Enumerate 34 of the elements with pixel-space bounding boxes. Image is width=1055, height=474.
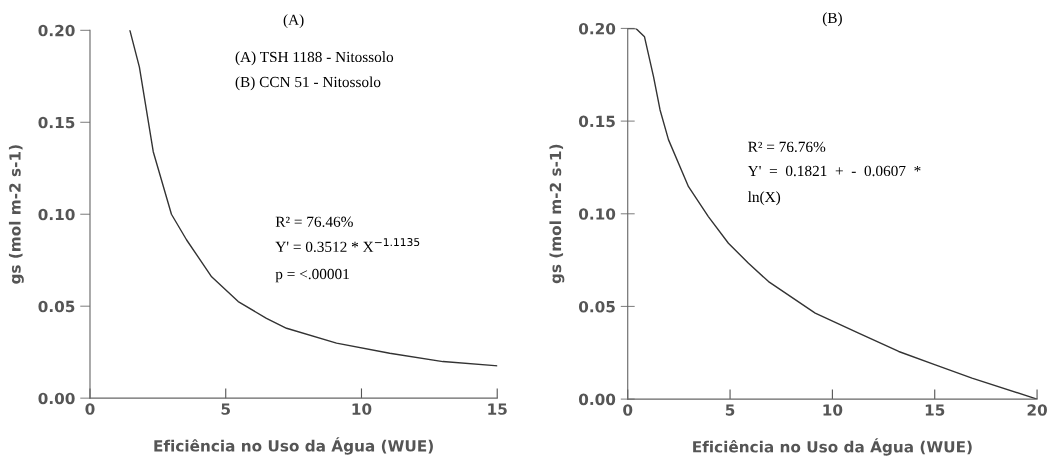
x-tick-label: 20 xyxy=(1027,404,1047,416)
x-axis-title: Eficiência no Uso da Água (WUE) xyxy=(154,437,433,455)
y-tick-label: 0.10 xyxy=(578,208,616,220)
y-tick-label: 0.00 xyxy=(578,393,616,406)
x-axis-title: Eficiência no Uso da Água (WUE) xyxy=(693,438,972,456)
x-tick-label: 15 xyxy=(925,404,945,416)
annotation: Y' = 0.1821 + - 0.0607 * xyxy=(747,165,921,177)
chart-title: (B) xyxy=(822,12,842,27)
y-tick-label: 0.05 xyxy=(578,300,615,313)
x-tick-label: 10 xyxy=(823,404,843,416)
y-axis-title: gs (mol m-2 s-1) xyxy=(8,145,24,284)
x-tick-label: 5 xyxy=(221,403,230,415)
y-tick-label: 0.00 xyxy=(38,392,75,405)
annotation: R² = 76.46% xyxy=(275,216,353,227)
annotation: R² = 76.76% xyxy=(748,141,826,153)
annotation: (A) TSH 1188 - Nitossolo xyxy=(235,51,394,66)
annotation: ln(X) xyxy=(747,191,781,206)
y-tick-label: 0.20 xyxy=(578,22,616,35)
annotation: (B) CCN 51 - Nitossolo xyxy=(235,76,381,91)
y-tick-label: 0.20 xyxy=(38,24,75,37)
x-tick-label: 0 xyxy=(85,403,95,415)
y-axis-title: gs (mol m-2 s-1) xyxy=(549,144,565,284)
x-tick-label: 5 xyxy=(725,404,735,416)
line-series xyxy=(129,30,498,367)
chart-title: (A) xyxy=(283,14,304,29)
y-tick-label: 0.15 xyxy=(38,116,75,129)
annotation: Y' = 0.3512 * X$^{−1.1135}$ xyxy=(275,238,420,253)
y-tick-label: 0.10 xyxy=(38,208,75,221)
x-tick-label: 0 xyxy=(623,404,633,416)
y-tick-label: 0.05 xyxy=(38,300,75,313)
annotation: p = <.00001 xyxy=(275,268,349,283)
x-tick-label: 10 xyxy=(352,403,372,415)
y-tick-label: 0.15 xyxy=(578,115,615,128)
x-tick-label: 15 xyxy=(488,403,507,415)
